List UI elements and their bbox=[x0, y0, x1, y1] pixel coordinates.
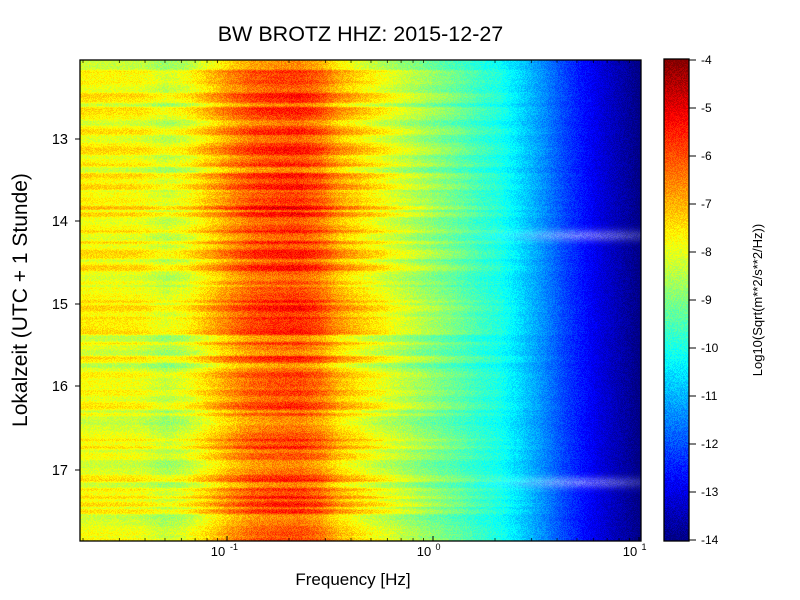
svg-text:-11: -11 bbox=[701, 389, 718, 403]
svg-text:-7: -7 bbox=[701, 197, 712, 211]
svg-text:-14: -14 bbox=[701, 533, 719, 547]
svg-text:-1: -1 bbox=[230, 542, 238, 552]
svg-text:Frequency [Hz]: Frequency [Hz] bbox=[295, 570, 410, 589]
svg-text:10: 10 bbox=[417, 544, 431, 559]
svg-text:1: 1 bbox=[641, 542, 646, 552]
svg-text:15: 15 bbox=[52, 297, 68, 313]
svg-text:17: 17 bbox=[52, 463, 68, 479]
svg-text:13: 13 bbox=[52, 132, 68, 148]
svg-text:-9: -9 bbox=[701, 293, 712, 307]
svg-text:14: 14 bbox=[52, 214, 68, 230]
svg-text:-10: -10 bbox=[701, 341, 719, 355]
svg-text:10: 10 bbox=[623, 544, 637, 559]
svg-text:Lokalzeit (UTC + 1 Stunde): Lokalzeit (UTC + 1 Stunde) bbox=[9, 173, 32, 427]
svg-text:-4: -4 bbox=[701, 53, 712, 67]
svg-text:0: 0 bbox=[435, 542, 440, 552]
svg-text:10: 10 bbox=[211, 544, 225, 559]
svg-text:-6: -6 bbox=[701, 149, 712, 163]
svg-text:-5: -5 bbox=[701, 101, 712, 115]
svg-text:-13: -13 bbox=[701, 485, 719, 499]
svg-text:-8: -8 bbox=[701, 245, 712, 259]
svg-text:Log10(Sqrt(m**2/s**2/Hz)): Log10(Sqrt(m**2/s**2/Hz)) bbox=[750, 224, 765, 376]
svg-text:-12: -12 bbox=[701, 437, 719, 451]
svg-text:16: 16 bbox=[52, 379, 68, 395]
